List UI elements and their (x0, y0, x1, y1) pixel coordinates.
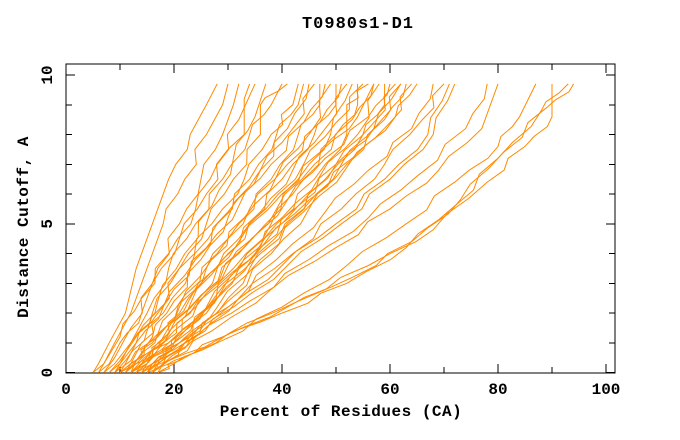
x-tick-label: 80 (488, 381, 507, 399)
model-curve (119, 83, 402, 374)
model-curve (135, 83, 402, 373)
model-curve (146, 83, 569, 374)
model-curve (98, 83, 240, 373)
model-curve (114, 83, 283, 373)
model-curve (135, 83, 456, 374)
model-curve (114, 83, 326, 373)
y-tick-label: 5 (39, 219, 57, 229)
model-curve (125, 83, 391, 373)
model-curve (130, 83, 310, 373)
model-curve (97, 83, 229, 373)
model-curve (152, 83, 499, 374)
x-tick-label: 60 (380, 381, 399, 399)
model-curve (119, 83, 364, 373)
x-axis-label: Percent of Residues (CA) (219, 403, 463, 421)
model-curve (151, 83, 575, 373)
model-curve (130, 83, 450, 374)
plot-frame (65, 63, 616, 374)
model-curve (119, 83, 332, 373)
model-curve (108, 83, 315, 373)
chart-title: T0980s1-D1 (301, 15, 415, 34)
model-curve (130, 83, 418, 374)
model-curve (114, 83, 375, 374)
model-curve (103, 83, 251, 373)
x-tick-label: 20 (164, 381, 183, 399)
model-curve (92, 83, 256, 373)
model-curve (125, 83, 342, 373)
model-curve (146, 83, 434, 373)
model-curve (103, 83, 299, 373)
model-curve (141, 83, 380, 373)
x-tick-label: 0 (61, 381, 71, 399)
model-curve (146, 83, 396, 373)
model-curve (92, 83, 218, 373)
model-curve (157, 83, 537, 374)
x-tick-label: 100 (592, 381, 621, 399)
model-curve (141, 83, 337, 373)
model-curve (157, 83, 553, 374)
y-tick-label: 10 (39, 65, 57, 84)
model-curve (141, 83, 488, 374)
model-curve (130, 83, 375, 373)
x-tick-label: 40 (272, 381, 291, 399)
y-tick-label: 0 (39, 368, 57, 378)
